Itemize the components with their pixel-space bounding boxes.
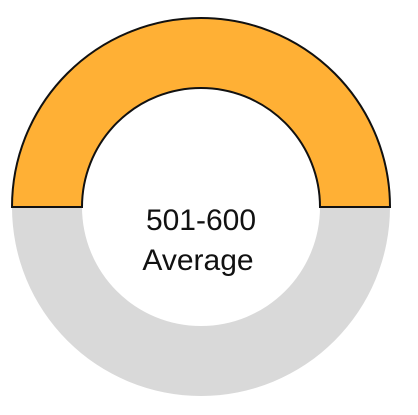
- score-range-label: 501-600: [146, 204, 256, 237]
- gauge-fill-arc: [10, 17, 392, 208]
- score-category-label: Average: [142, 244, 253, 277]
